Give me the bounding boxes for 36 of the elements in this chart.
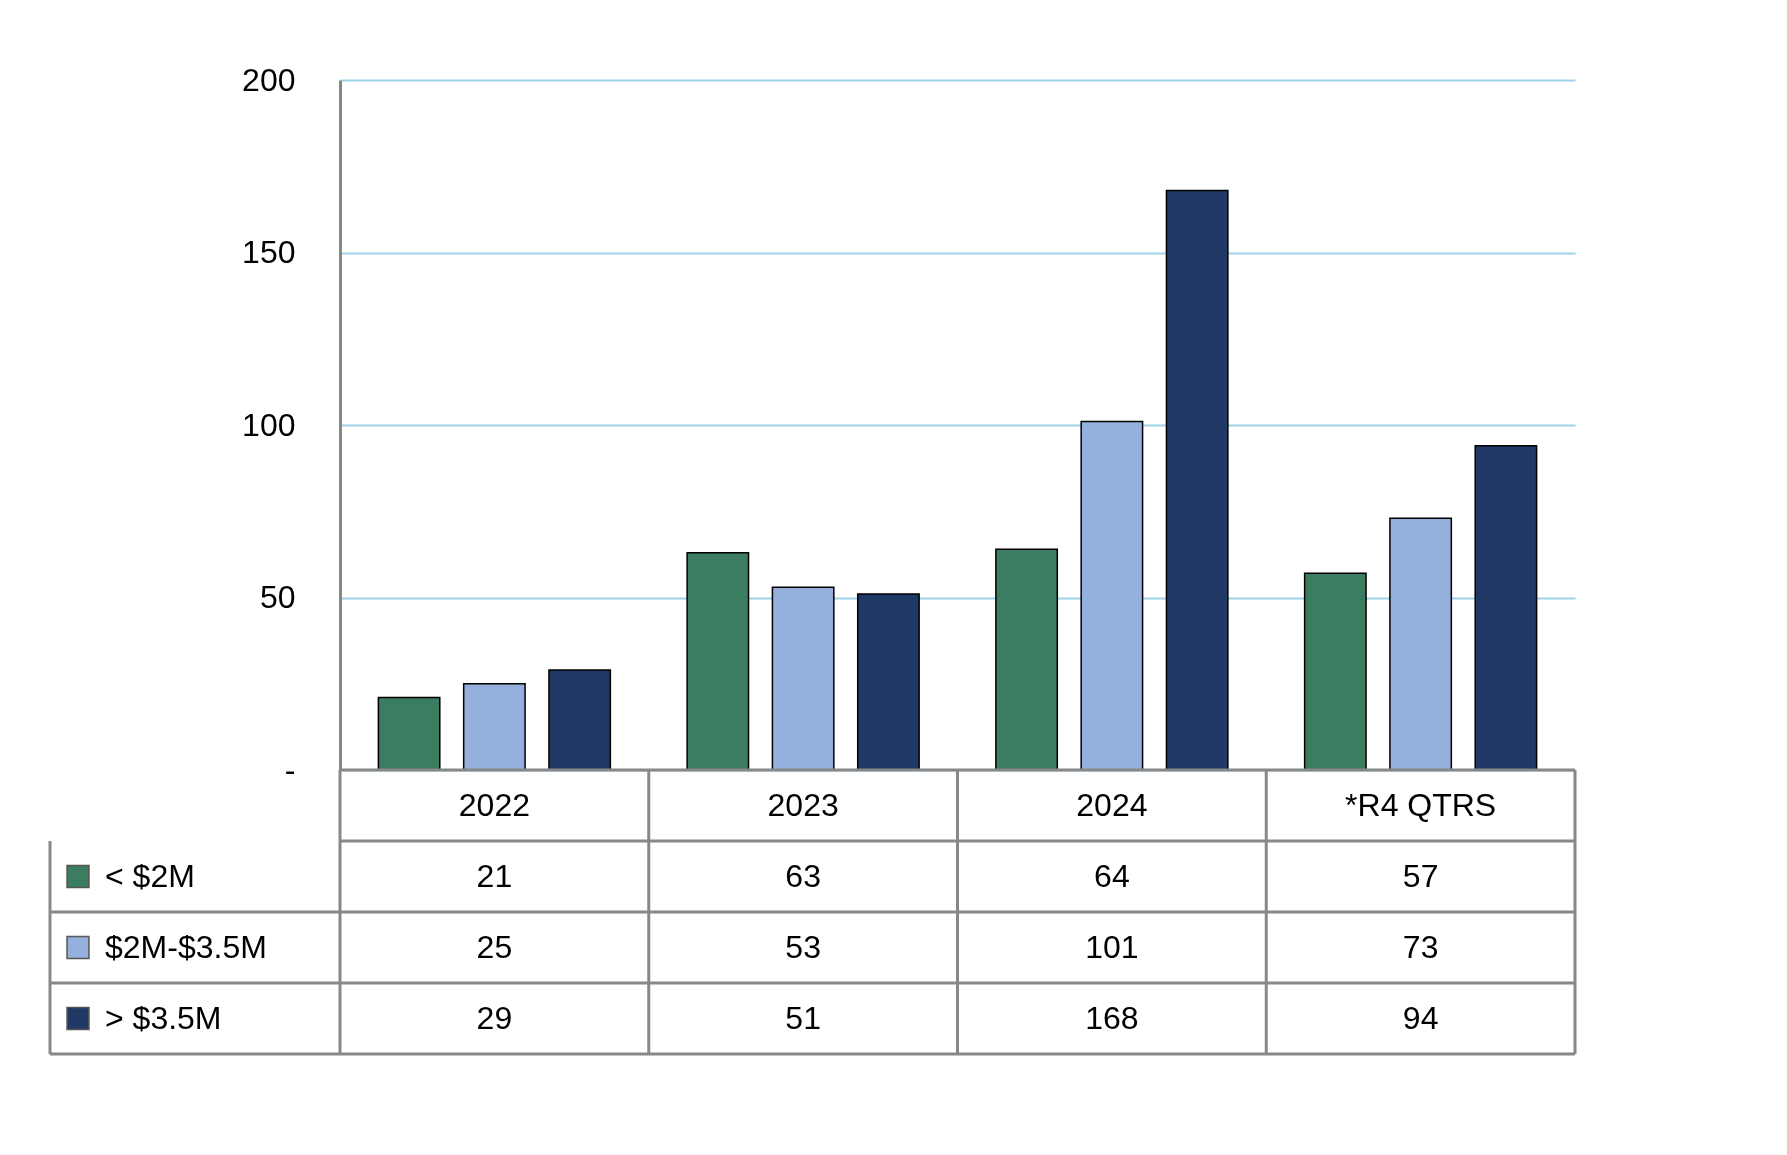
y-tick-label: 200 bbox=[242, 61, 296, 98]
data-label: 63 bbox=[785, 857, 821, 894]
data-label: 64 bbox=[1094, 857, 1130, 894]
x-tick-label: 2023 bbox=[767, 786, 839, 823]
bar bbox=[1303, 572, 1367, 771]
bar bbox=[1474, 444, 1538, 771]
x-tick-label: *R4 QTRS bbox=[1345, 786, 1497, 823]
legend-label: > $3.5M bbox=[105, 999, 222, 1036]
bar bbox=[686, 551, 750, 771]
bar bbox=[771, 586, 835, 771]
data-label: 29 bbox=[476, 999, 513, 1036]
bar bbox=[995, 548, 1059, 771]
data-label: 73 bbox=[1402, 928, 1439, 965]
y-tick-label: 50 bbox=[259, 579, 296, 615]
bar bbox=[856, 593, 920, 771]
y-tick-label: 150 bbox=[242, 234, 296, 270]
bar bbox=[1389, 517, 1453, 771]
data-label: 101 bbox=[1085, 928, 1139, 965]
data-label: 25 bbox=[476, 928, 513, 965]
y-tick-label: - bbox=[284, 751, 296, 788]
data-label: 51 bbox=[785, 999, 821, 1036]
x-tick-label: 2022 bbox=[458, 786, 530, 823]
bar bbox=[1165, 189, 1229, 771]
bar bbox=[377, 696, 441, 771]
data-label: 94 bbox=[1402, 999, 1439, 1036]
x-tick-label: 2024 bbox=[1076, 786, 1148, 823]
bar bbox=[462, 683, 526, 771]
data-label: 21 bbox=[476, 857, 513, 894]
y-tick-label: 100 bbox=[242, 406, 296, 443]
data-label: 168 bbox=[1085, 999, 1139, 1036]
data-label: 53 bbox=[785, 928, 821, 965]
bar bbox=[548, 669, 612, 771]
legend-label: $2M-$3.5M bbox=[105, 928, 267, 965]
data-label: 57 bbox=[1402, 857, 1439, 894]
bar bbox=[1080, 420, 1144, 771]
legend-label: < $2M bbox=[105, 857, 195, 894]
